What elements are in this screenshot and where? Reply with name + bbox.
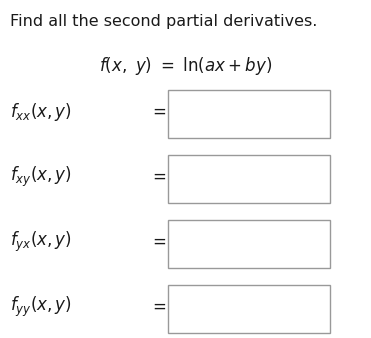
Bar — [168, 285, 330, 333]
Text: $f(x,\ y)\ =\ \ln(ax + by)$: $f(x,\ y)\ =\ \ln(ax + by)$ — [99, 55, 272, 77]
Bar — [168, 155, 330, 203]
Text: Find all the second partial derivatives.: Find all the second partial derivatives. — [10, 14, 317, 29]
Text: =: = — [152, 103, 166, 121]
Text: $f_{yx}(x, y)$: $f_{yx}(x, y)$ — [10, 230, 72, 254]
Text: =: = — [152, 298, 166, 316]
Bar — [168, 220, 330, 268]
Text: =: = — [152, 168, 166, 186]
Bar — [168, 90, 330, 138]
Text: $f_{yy}(x, y)$: $f_{yy}(x, y)$ — [10, 295, 72, 319]
Text: =: = — [152, 233, 166, 251]
Text: $f_{xx}(x, y)$: $f_{xx}(x, y)$ — [10, 101, 72, 123]
Text: $f_{xy}(x, y)$: $f_{xy}(x, y)$ — [10, 165, 72, 189]
